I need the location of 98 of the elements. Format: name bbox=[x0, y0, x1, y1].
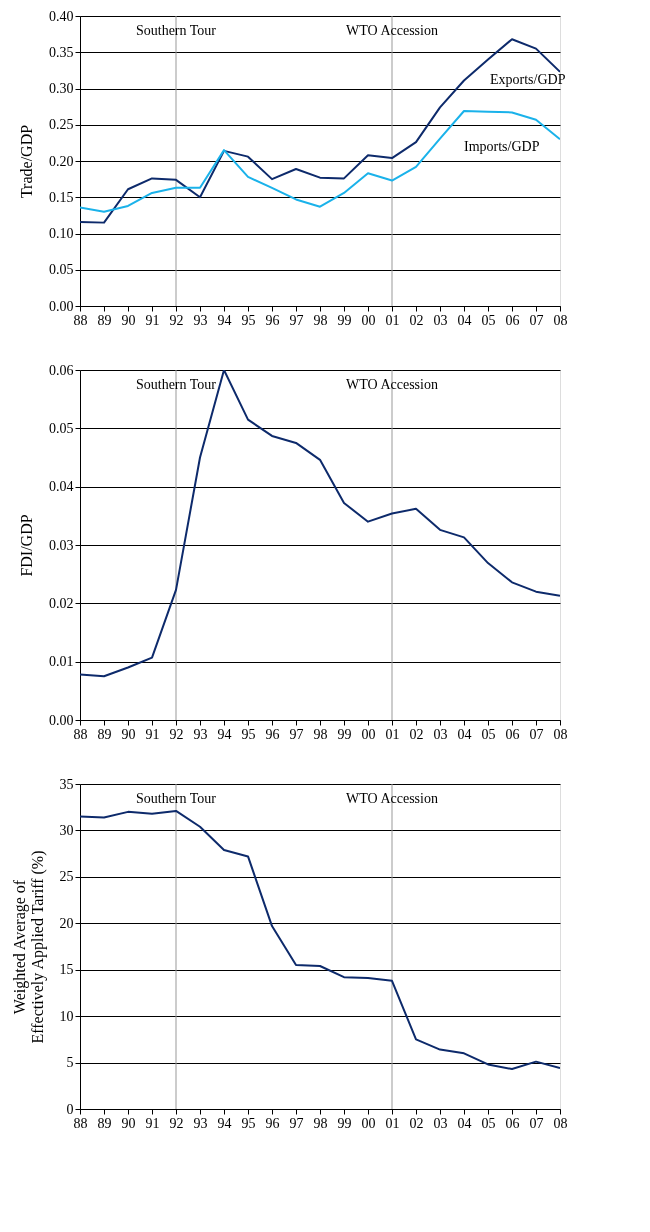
x-tick-label: 07 bbox=[529, 312, 544, 328]
x-tick-label: 02 bbox=[409, 312, 424, 328]
x-tick-label: 03 bbox=[433, 726, 448, 742]
x-tick-label: 97 bbox=[289, 312, 304, 328]
y-tick-label: 30 bbox=[59, 822, 74, 838]
series-label: Exports/GDP bbox=[490, 71, 566, 87]
x-tick-label: 90 bbox=[121, 312, 136, 328]
y-axis-title: Trade/GDP bbox=[18, 124, 35, 199]
x-tick-label: 04 bbox=[457, 726, 472, 742]
x-tick-label: 99 bbox=[337, 726, 352, 742]
x-tick-label: 96 bbox=[265, 312, 280, 328]
x-tick-label: 05 bbox=[481, 312, 496, 328]
ref-line-label: WTO Accession bbox=[346, 23, 438, 38]
y-tick-label: 0.00 bbox=[49, 298, 74, 314]
x-tick-label: 94 bbox=[217, 312, 232, 328]
x-tick-label: 90 bbox=[121, 1115, 136, 1131]
y-tick-label: 0.06 bbox=[49, 362, 74, 378]
x-tick-label: 89 bbox=[97, 726, 112, 742]
x-tick-label: 93 bbox=[193, 726, 208, 742]
y-tick-label: 0.05 bbox=[49, 262, 74, 278]
y-tick-label: 0.40 bbox=[49, 8, 74, 24]
x-tick-label: 00 bbox=[361, 726, 376, 742]
x-tick-label: 06 bbox=[505, 1115, 520, 1131]
x-tick-label: 06 bbox=[505, 726, 520, 742]
y-tick-label: 0.30 bbox=[49, 81, 74, 96]
x-tick-label: 88 bbox=[73, 312, 88, 328]
x-tick-label: 90 bbox=[121, 726, 136, 742]
x-tick-label: 02 bbox=[409, 726, 424, 742]
x-tick-label: 98 bbox=[313, 726, 328, 742]
x-tick-label: 95 bbox=[241, 726, 256, 742]
x-tick-label: 95 bbox=[241, 312, 256, 328]
y-tick-label: 0.03 bbox=[49, 537, 74, 553]
x-tick-label: 91 bbox=[145, 1115, 160, 1131]
x-tick-label: 93 bbox=[193, 1115, 208, 1131]
x-tick-label: 01 bbox=[385, 312, 400, 328]
y-axis-title: Weighted Average of Effectively Applied Tariff (%) bbox=[10, 850, 47, 1044]
x-tick-label: 01 bbox=[385, 1115, 400, 1131]
x-tick-label: 97 bbox=[289, 726, 304, 742]
x-tick-label: 93 bbox=[193, 312, 208, 328]
x-tick-label: 02 bbox=[409, 1115, 424, 1131]
x-tick-label: 00 bbox=[361, 1115, 376, 1131]
x-tick-label: 00 bbox=[361, 312, 376, 328]
y-tick-label: 0 bbox=[66, 1101, 74, 1117]
y-tick-label: 35 bbox=[59, 776, 74, 792]
x-tick-label: 06 bbox=[505, 312, 520, 328]
x-tick-label: 03 bbox=[433, 312, 448, 328]
x-tick-label: 94 bbox=[217, 726, 232, 742]
y-tick-label: 0.35 bbox=[49, 44, 74, 60]
x-tick-label: 94 bbox=[217, 1115, 232, 1131]
y-tick-label: 0.10 bbox=[49, 226, 74, 241]
x-tick-label: 08 bbox=[553, 312, 568, 328]
x-tick-label: 95 bbox=[241, 1115, 256, 1131]
x-tick-label: 96 bbox=[265, 1115, 280, 1131]
x-tick-label: 08 bbox=[553, 1115, 568, 1131]
x-tick-label: 88 bbox=[73, 1115, 88, 1131]
x-tick-label: 07 bbox=[529, 1115, 544, 1131]
series-label: Imports/GDP bbox=[464, 138, 540, 154]
x-tick-label: 98 bbox=[313, 312, 328, 328]
ref-line-label: WTO Accession bbox=[346, 791, 438, 806]
x-tick-label: 89 bbox=[97, 1115, 112, 1131]
x-tick-label: 99 bbox=[337, 312, 352, 328]
y-tick-label: 0.25 bbox=[49, 117, 74, 133]
x-tick-label: 04 bbox=[457, 1115, 472, 1131]
y-tick-label: 0.00 bbox=[49, 712, 74, 728]
x-tick-label: 97 bbox=[289, 1115, 304, 1131]
y-tick-label: 10 bbox=[59, 1008, 74, 1024]
y-tick-label: 0.04 bbox=[49, 479, 74, 495]
y-tick-label: 0.02 bbox=[49, 595, 74, 611]
x-tick-label: 07 bbox=[529, 726, 544, 742]
ref-line-label: WTO Accession bbox=[346, 377, 438, 392]
x-tick-label: 99 bbox=[337, 1115, 352, 1131]
x-tick-label: 92 bbox=[169, 726, 184, 742]
x-tick-label: 05 bbox=[481, 726, 496, 742]
x-tick-label: 89 bbox=[97, 312, 112, 328]
x-tick-label: 08 bbox=[553, 726, 568, 742]
y-tick-label: 0.05 bbox=[49, 420, 74, 436]
x-tick-label: 05 bbox=[481, 1115, 496, 1131]
y-axis-title: FDI/GDP bbox=[18, 514, 35, 577]
ref-line-label: Southern Tour bbox=[135, 377, 217, 392]
x-tick-label: 01 bbox=[385, 726, 400, 742]
x-tick-label: 88 bbox=[73, 726, 88, 742]
x-tick-label: 92 bbox=[169, 312, 184, 328]
x-tick-label: 03 bbox=[433, 1115, 448, 1131]
y-tick-label: 5 bbox=[66, 1055, 74, 1071]
x-tick-label: 98 bbox=[313, 1115, 328, 1131]
y-tick-label: 25 bbox=[59, 869, 74, 885]
x-tick-label: 91 bbox=[145, 312, 160, 328]
x-tick-label: 96 bbox=[265, 726, 280, 742]
x-tick-label: 91 bbox=[145, 726, 160, 742]
y-tick-label: 0.01 bbox=[49, 654, 74, 670]
ref-line-label: Southern Tour bbox=[135, 23, 217, 38]
x-tick-label: 04 bbox=[457, 312, 472, 328]
y-tick-label: 0.15 bbox=[49, 189, 74, 205]
y-tick-label: 0.20 bbox=[49, 153, 74, 169]
y-tick-label: 15 bbox=[59, 962, 74, 978]
ref-line-label: Southern Tour bbox=[135, 791, 217, 806]
y-tick-label: 20 bbox=[59, 915, 74, 931]
x-tick-label: 92 bbox=[169, 1115, 184, 1131]
